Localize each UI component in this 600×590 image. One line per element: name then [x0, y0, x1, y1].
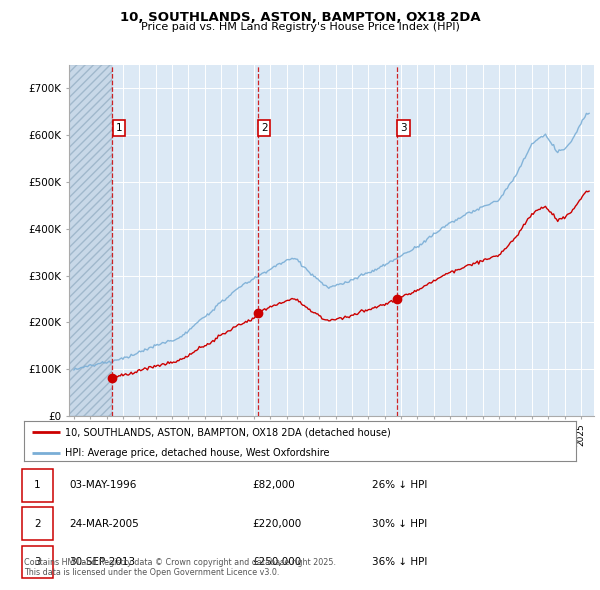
Text: 10, SOUTHLANDS, ASTON, BAMPTON, OX18 2DA (detached house): 10, SOUTHLANDS, ASTON, BAMPTON, OX18 2DA… — [65, 427, 391, 437]
Text: 1: 1 — [34, 480, 41, 490]
Text: Price paid vs. HM Land Registry's House Price Index (HPI): Price paid vs. HM Land Registry's House … — [140, 22, 460, 32]
Text: 3: 3 — [400, 123, 407, 133]
Text: 26% ↓ HPI: 26% ↓ HPI — [372, 480, 427, 490]
Text: 36% ↓ HPI: 36% ↓ HPI — [372, 557, 427, 567]
Text: 24-MAR-2005: 24-MAR-2005 — [69, 519, 139, 529]
Text: Contains HM Land Registry data © Crown copyright and database right 2025.
This d: Contains HM Land Registry data © Crown c… — [24, 558, 336, 577]
Text: HPI: Average price, detached house, West Oxfordshire: HPI: Average price, detached house, West… — [65, 448, 330, 458]
Text: £82,000: £82,000 — [252, 480, 295, 490]
Text: 30-SEP-2013: 30-SEP-2013 — [69, 557, 135, 567]
Text: 03-MAY-1996: 03-MAY-1996 — [69, 480, 136, 490]
Text: 2: 2 — [261, 123, 268, 133]
Text: 3: 3 — [34, 557, 41, 567]
Text: 30% ↓ HPI: 30% ↓ HPI — [372, 519, 427, 529]
Text: £220,000: £220,000 — [252, 519, 301, 529]
Text: 10, SOUTHLANDS, ASTON, BAMPTON, OX18 2DA: 10, SOUTHLANDS, ASTON, BAMPTON, OX18 2DA — [119, 11, 481, 24]
Bar — [69, 65, 112, 416]
Text: £250,000: £250,000 — [252, 557, 301, 567]
Text: 2: 2 — [34, 519, 41, 529]
Text: 1: 1 — [115, 123, 122, 133]
